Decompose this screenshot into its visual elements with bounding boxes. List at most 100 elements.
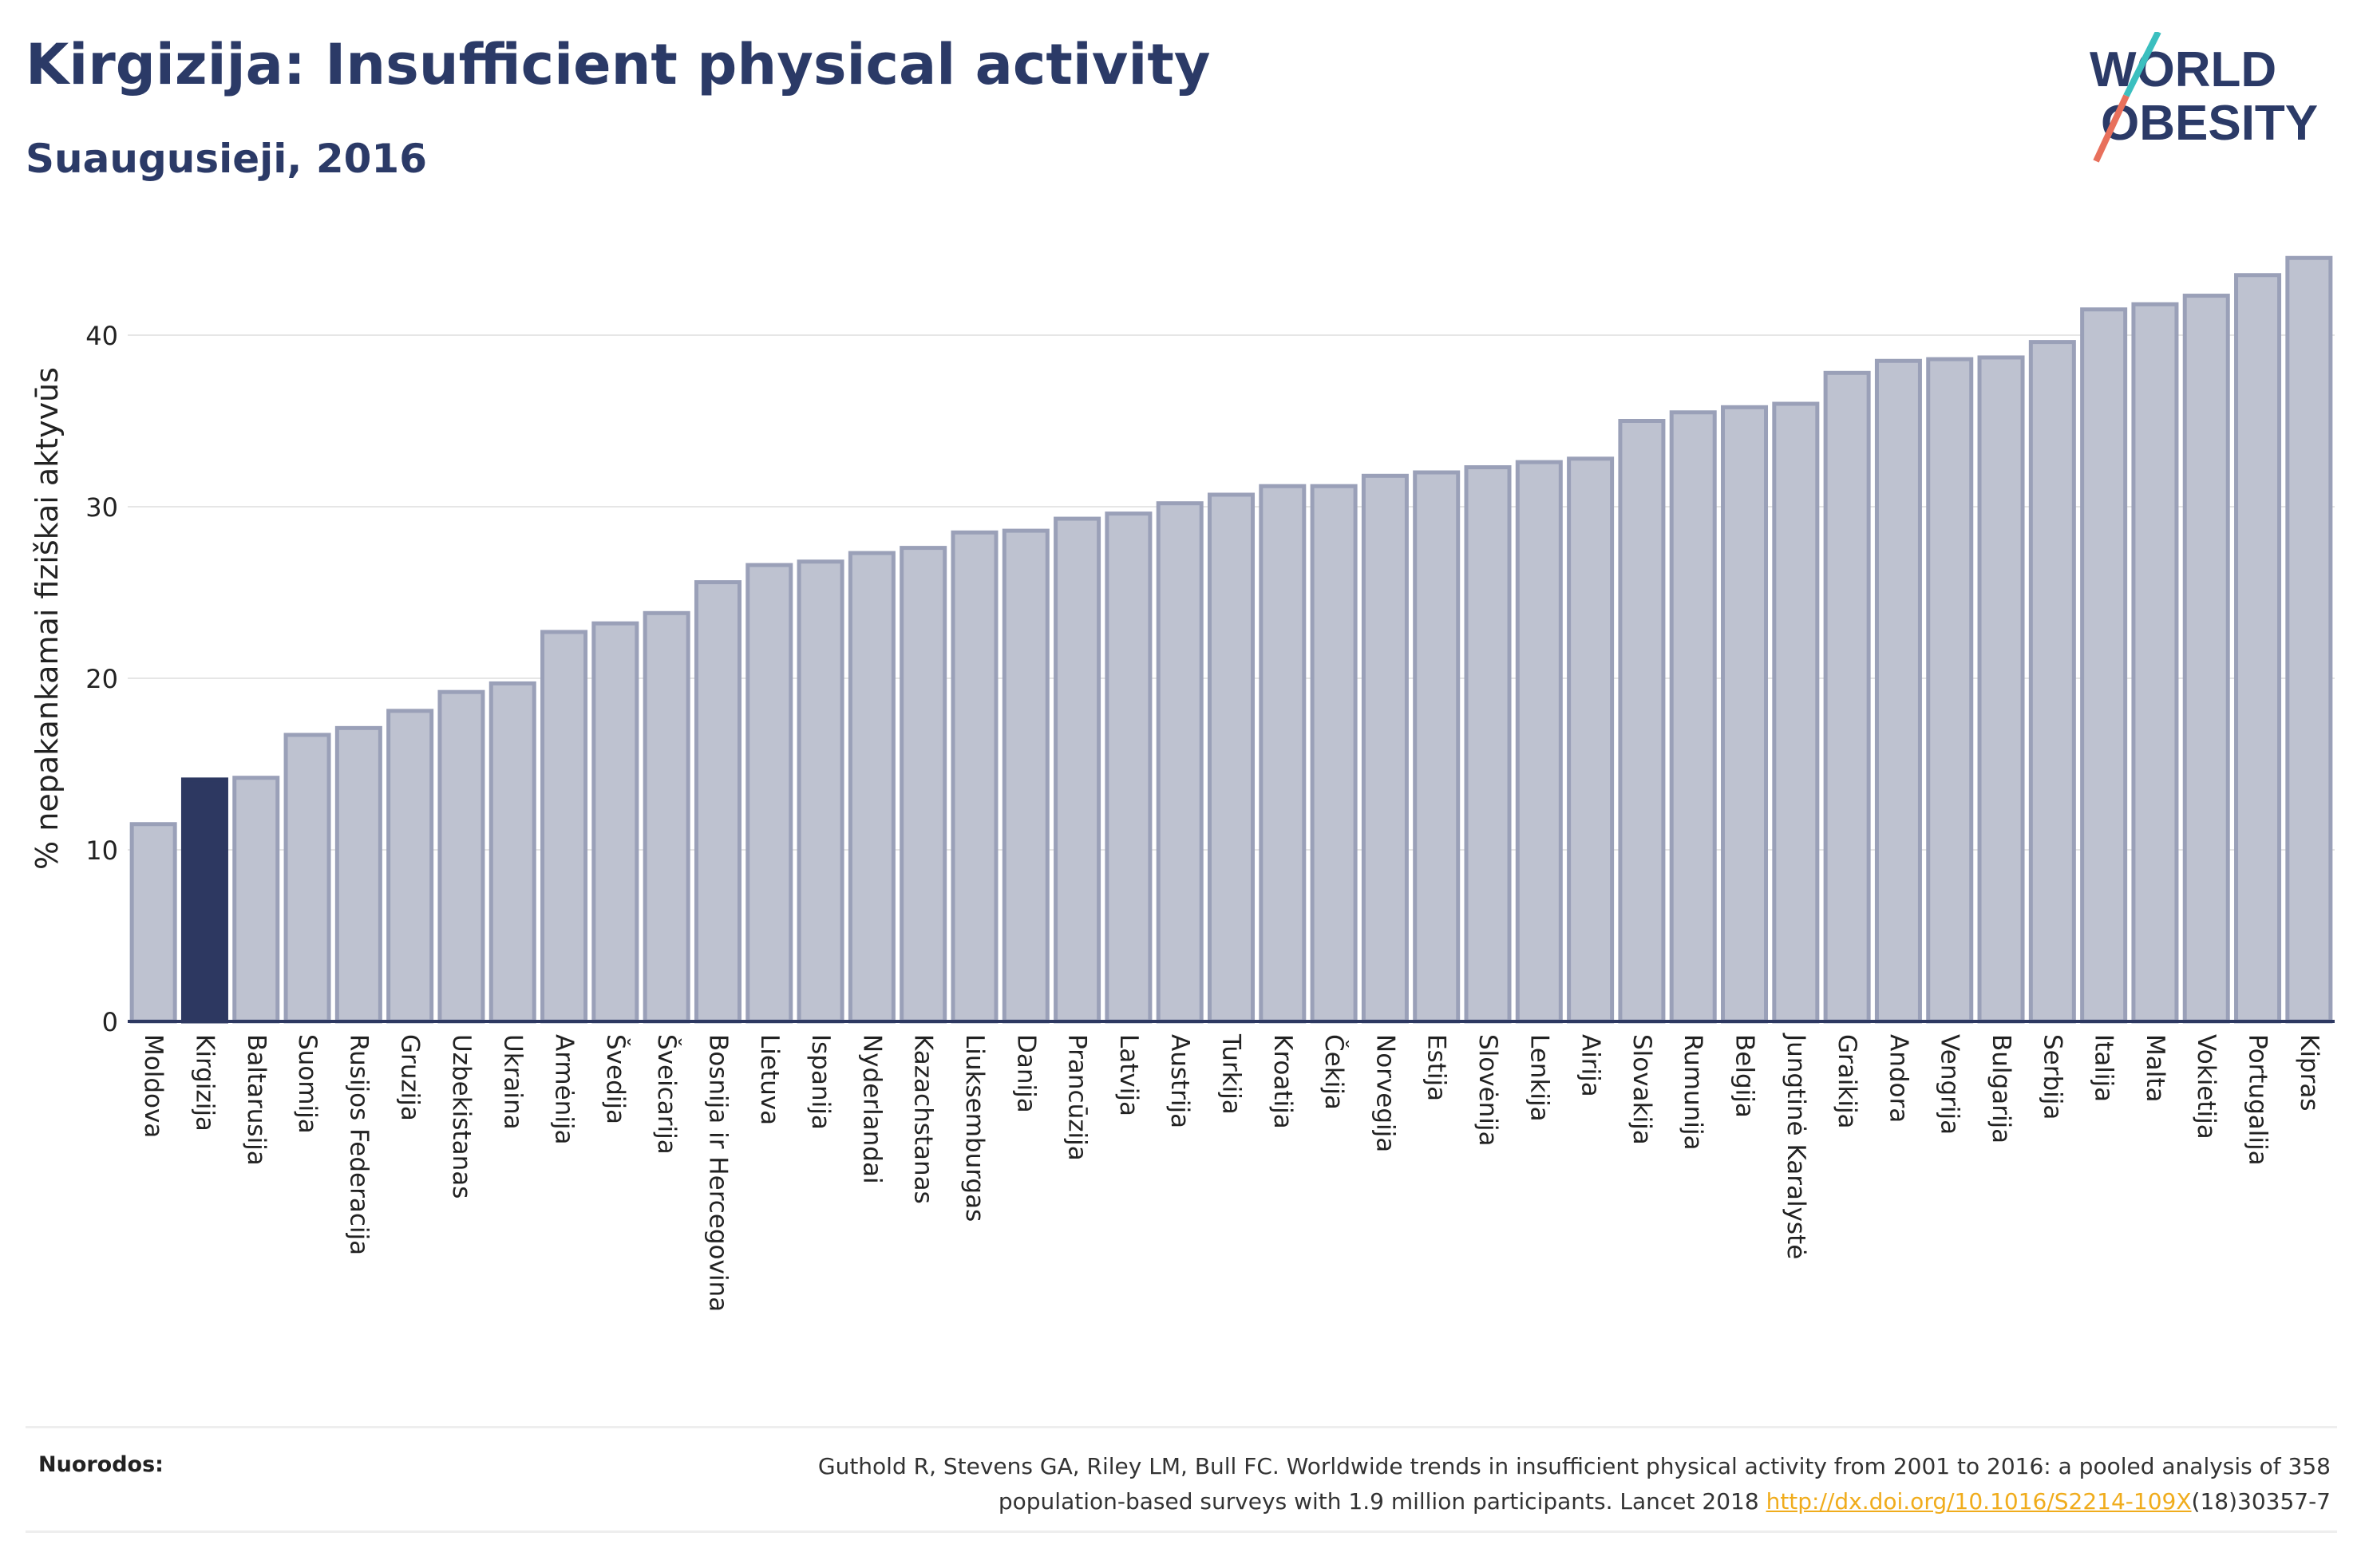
x-tick-label-35: Vengrija — [1936, 1034, 1964, 1135]
bar-29 — [1618, 419, 1666, 1024]
x-tick-label-19: Latvija — [1114, 1034, 1143, 1116]
x-tick-label-14: Nyderlandai — [857, 1034, 886, 1184]
bar-23 — [1310, 484, 1358, 1024]
chart-subtitle: Suaugusieji, 2016 — [26, 136, 427, 182]
y-tick-label: 20 — [85, 664, 118, 694]
bar-18 — [1054, 516, 1101, 1024]
x-tick-label-38: Italija — [2090, 1034, 2118, 1102]
bar-11 — [694, 580, 742, 1024]
x-tick-label-23: Čekija — [1319, 1034, 1349, 1110]
references-label: Nuorodos: — [38, 1452, 164, 1477]
x-tick-label-3: Suomija — [293, 1034, 322, 1134]
x-tick-label-13: Ispanija — [806, 1034, 835, 1130]
bar-15 — [900, 546, 947, 1024]
x-tick-label-11: Bosnija ir Hercegovina — [703, 1034, 732, 1312]
x-axis-labels: Moldova Kirgizija Baltarusija Suomija Rusijo… — [139, 1033, 2323, 1312]
reference-line-2-end: (18)30357-7 — [2191, 1488, 2331, 1515]
x-tick-label-24: Norvegija — [1370, 1034, 1399, 1152]
bar-37 — [2028, 340, 2076, 1024]
y-tick-label: 0 — [102, 1007, 118, 1037]
bar-34 — [1874, 358, 1922, 1024]
bars — [129, 255, 2333, 1024]
x-tick-label-5: Gruzija — [396, 1034, 425, 1121]
x-tick-label-1: Kirgizija — [190, 1034, 219, 1132]
x-tick-label-25: Estija — [1422, 1034, 1451, 1101]
bar-12 — [745, 563, 793, 1024]
bar-6 — [437, 689, 485, 1024]
bar-32 — [1772, 401, 1820, 1024]
x-tick-label-39: Malta — [2141, 1034, 2169, 1103]
bar-36 — [1977, 355, 2025, 1024]
bar-9 — [591, 621, 639, 1024]
bar-35 — [1926, 357, 1974, 1024]
x-tick-label-29: Slovakija — [1627, 1034, 1656, 1145]
x-tick-label-16: Liuksemburgas — [960, 1034, 989, 1222]
bar-4 — [334, 725, 382, 1024]
bar-16 — [951, 530, 999, 1024]
x-tick-label-10: Šveicarija — [652, 1034, 682, 1155]
bar-42 — [2285, 255, 2333, 1024]
logo-slash-top — [2123, 32, 2161, 97]
x-tick-label-6: Uzbekistanas — [447, 1034, 476, 1199]
x-tick-label-26: Slovėnija — [1473, 1034, 1502, 1147]
bar-26 — [1464, 465, 1512, 1024]
bar-2 — [232, 776, 280, 1024]
x-tick-label-31: Belgija — [1730, 1034, 1759, 1118]
y-axis-ticks: 0 10 20 30 40 — [85, 321, 118, 1037]
bar-33 — [1823, 370, 1871, 1024]
bar-20 — [1156, 501, 1204, 1024]
reference-doi-link[interactable]: http://dx.doi.org/10.1016/S2214-109X — [1766, 1488, 2192, 1515]
y-tick-label: 40 — [85, 321, 118, 351]
bar-38 — [2080, 307, 2128, 1024]
bar-39 — [2131, 302, 2179, 1024]
bar-3 — [283, 733, 331, 1024]
reference-line-1: Guthold R, Stevens GA, Riley LM, Bull FC… — [817, 1453, 2331, 1479]
x-tick-label-2: Baltarusija — [242, 1034, 271, 1166]
x-tick-label-17: Danija — [1011, 1034, 1040, 1113]
y-axis-label: % nepakankamai fiziškai aktyvūs — [30, 367, 65, 870]
logo-line-2: OBESITY — [2101, 96, 2318, 151]
footer: Nuorodos: Guthold R, Stevens GA, Riley L… — [26, 1426, 2337, 1533]
x-tick-label-4: Rusijos Federacija — [344, 1034, 373, 1255]
x-tick-label-36: Bulgarija — [1987, 1034, 2015, 1143]
x-tick-label-41: Portugalija — [2244, 1034, 2272, 1166]
y-tick-label: 30 — [85, 492, 118, 523]
world-obesity-logo: WORLD OBESITY — [2090, 32, 2318, 163]
bar-7 — [488, 681, 536, 1024]
x-tick-label-0: Moldova — [139, 1034, 168, 1138]
x-tick-label-12: Lietuva — [755, 1034, 784, 1125]
bar-19 — [1105, 511, 1153, 1024]
x-tick-label-18: Prancūzija — [1063, 1034, 1092, 1161]
x-tick-label-42: Kipras — [2295, 1034, 2323, 1112]
bar-25 — [1413, 470, 1461, 1024]
bar-13 — [797, 559, 844, 1024]
bar-30 — [1669, 410, 1717, 1024]
bar-22 — [1259, 484, 1307, 1024]
bar-28 — [1567, 456, 1615, 1024]
bar-27 — [1515, 460, 1563, 1024]
x-tick-label-32: Jungtinė Karalystė — [1782, 1033, 1810, 1259]
x-tick-label-37: Serbija — [2038, 1034, 2066, 1120]
x-tick-label-30: Rumunija — [1679, 1034, 1707, 1151]
y-tick-label: 10 — [85, 835, 118, 866]
chart-title: Kirgizija: Insufficient physical activit… — [26, 32, 1211, 97]
x-tick-label-28: Airija — [1576, 1034, 1605, 1097]
bar-8 — [540, 630, 588, 1024]
x-tick-label-8: Armėnija — [550, 1034, 579, 1145]
reference-text: Guthold R, Stevens GA, Riley LM, Bull FC… — [535, 1449, 2331, 1519]
x-tick-label-22: Kroatija — [1268, 1034, 1297, 1129]
x-tick-label-40: Vokietija — [2192, 1034, 2221, 1139]
x-tick-label-27: Lenkija — [1525, 1034, 1553, 1122]
bar-41 — [2234, 273, 2282, 1024]
bar-40 — [2182, 294, 2230, 1024]
bar-1 — [180, 777, 228, 1024]
bar-31 — [1721, 405, 1769, 1024]
bar-24 — [1361, 473, 1409, 1024]
bar-chart: 0 10 20 30 40 Moldova Kirgizija Baltarusija Suo… — [30, 255, 2335, 1312]
bar-0 — [129, 822, 177, 1024]
x-tick-label-7: Ukraina — [498, 1034, 527, 1130]
x-tick-label-34: Andora — [1884, 1034, 1912, 1123]
reference-line-2-start: population-based surveys with 1.9 millio… — [998, 1488, 1766, 1515]
logo-line-1: WORLD — [2090, 42, 2276, 97]
bar-21 — [1207, 492, 1256, 1024]
